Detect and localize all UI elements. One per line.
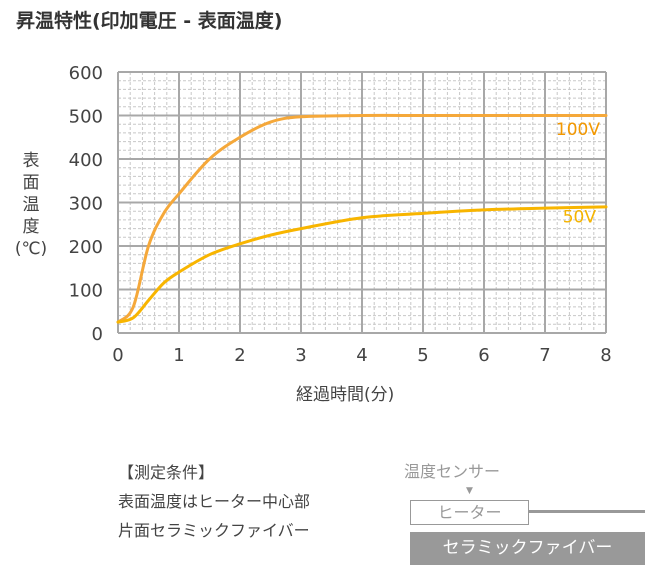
series-50v-label: 50V bbox=[563, 207, 597, 227]
svg-text:600: 600 bbox=[69, 63, 103, 84]
svg-text:0: 0 bbox=[112, 345, 123, 366]
series-50v-line bbox=[116, 205, 608, 324]
heater-wire bbox=[529, 510, 645, 513]
y-axis-label-char: 温 bbox=[22, 195, 40, 215]
line-chart: 0 100 200 300 400 500 600 0 1 2 3 4 5 6 7 8 100V 50V bbox=[69, 63, 612, 366]
svg-text:300: 300 bbox=[69, 194, 103, 215]
series-100v-label: 100V bbox=[556, 120, 600, 140]
conditions-line-1: 表面温度はヒーター中心部 bbox=[118, 492, 311, 511]
svg-text:5: 5 bbox=[417, 345, 428, 366]
y-axis-label-unit: (℃) bbox=[14, 239, 48, 259]
svg-text:6: 6 bbox=[478, 345, 489, 366]
measurement-conditions: 【測定条件】 表面温度はヒーター中心部 片面セラミックファイバー bbox=[118, 458, 310, 545]
svg-text:7: 7 bbox=[539, 345, 550, 366]
svg-text:200: 200 bbox=[69, 237, 103, 258]
svg-text:8: 8 bbox=[600, 345, 611, 366]
heater-box: ヒーター bbox=[410, 500, 529, 525]
svg-text:0: 0 bbox=[92, 324, 103, 345]
y-axis-ticks: 0 100 200 300 400 500 600 bbox=[69, 63, 103, 345]
svg-text:400: 400 bbox=[69, 150, 103, 171]
x-axis-ticks: 0 1 2 3 4 5 6 7 8 bbox=[112, 345, 611, 366]
y-axis-label: 表 面 温 度 (℃) bbox=[14, 150, 48, 260]
svg-text:500: 500 bbox=[69, 107, 103, 128]
series-100v-line bbox=[116, 113, 608, 324]
conditions-heading: 【測定条件】 bbox=[118, 463, 215, 482]
y-axis-label-char: 表 bbox=[22, 151, 40, 171]
chart-title: 昇温特性(印加電圧 - 表面温度) bbox=[16, 10, 283, 32]
ceramic-fiber-box: セラミックファイバー bbox=[410, 532, 645, 565]
svg-text:4: 4 bbox=[356, 345, 367, 366]
y-axis-label-char: 度 bbox=[22, 217, 40, 237]
svg-text:2: 2 bbox=[234, 345, 245, 366]
x-axis-label: 経過時間(分) bbox=[296, 385, 395, 405]
svg-text:100: 100 bbox=[69, 281, 103, 302]
svg-text:3: 3 bbox=[295, 345, 306, 366]
conditions-line-2: 片面セラミックファイバー bbox=[118, 521, 310, 540]
temperature-sensor-label: 温度センサー bbox=[404, 462, 501, 481]
down-arrow-icon: ▼ bbox=[466, 486, 473, 496]
svg-text:1: 1 bbox=[173, 345, 184, 366]
y-axis-label-char: 面 bbox=[22, 173, 40, 193]
